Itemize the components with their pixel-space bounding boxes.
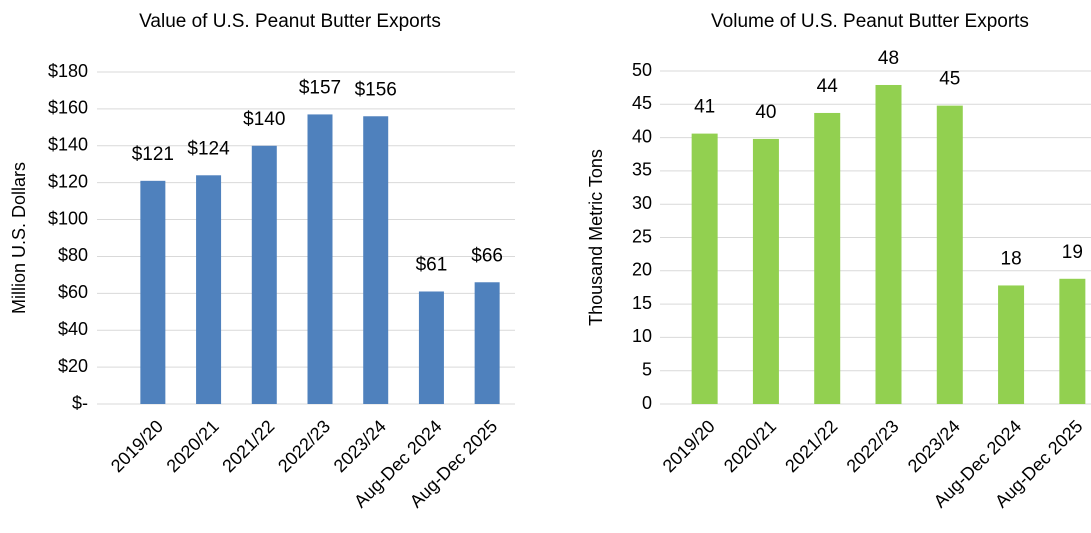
bar bbox=[196, 175, 222, 404]
y-tick-label: 25 bbox=[632, 226, 652, 246]
bar bbox=[691, 133, 718, 404]
y-tick-label: $80 bbox=[58, 245, 88, 265]
data-label: 40 bbox=[755, 102, 776, 123]
bar bbox=[251, 145, 277, 404]
data-label: 18 bbox=[1001, 248, 1022, 269]
y-tick-label: 35 bbox=[632, 160, 652, 180]
y-tick-label: 40 bbox=[632, 126, 652, 146]
y-tick-label: $60 bbox=[58, 282, 88, 302]
x-tick-label: 2020/21 bbox=[163, 416, 223, 476]
data-label: 44 bbox=[817, 76, 839, 97]
y-tick-label: 0 bbox=[642, 393, 652, 413]
data-label: 45 bbox=[939, 69, 960, 90]
x-tick-label: 2022/23 bbox=[274, 416, 334, 476]
y-tick-label: $20 bbox=[58, 356, 88, 376]
y-tick-label: $100 bbox=[48, 208, 88, 228]
bar bbox=[875, 84, 902, 405]
data-label: $124 bbox=[187, 138, 230, 159]
data-label: $66 bbox=[471, 245, 503, 266]
data-label: 19 bbox=[1062, 242, 1083, 263]
data-label: $157 bbox=[299, 77, 341, 98]
y-tick-label: $120 bbox=[48, 171, 88, 191]
x-tick-label: 2019/20 bbox=[107, 416, 167, 476]
bar bbox=[140, 180, 166, 404]
data-label: $61 bbox=[416, 255, 448, 276]
x-tick-label: 2019/20 bbox=[659, 416, 719, 476]
x-tick-label: 2023/24 bbox=[904, 416, 964, 476]
data-label: $140 bbox=[243, 109, 285, 130]
bar bbox=[1059, 278, 1086, 404]
chart-title: Volume of U.S. Peanut Butter Exports bbox=[711, 11, 1029, 32]
y-tick-label: 10 bbox=[632, 326, 652, 346]
y-tick-label: $180 bbox=[48, 61, 88, 81]
y-axis-title: Million U.S. Dollars bbox=[9, 162, 29, 314]
data-label: $121 bbox=[132, 144, 174, 165]
x-tick-label: 2022/23 bbox=[843, 416, 903, 476]
bar bbox=[998, 285, 1025, 404]
y-tick-label: $- bbox=[72, 393, 88, 413]
y-tick-label: 45 bbox=[632, 93, 652, 113]
bar bbox=[814, 112, 841, 404]
chart-title: Value of U.S. Peanut Butter Exports bbox=[139, 11, 441, 32]
y-tick-label: 15 bbox=[632, 293, 652, 313]
y-tick-label: 20 bbox=[632, 260, 652, 280]
y-tick-label: $160 bbox=[48, 98, 88, 118]
x-tick-label: 2021/22 bbox=[218, 416, 278, 476]
y-tick-label: $40 bbox=[58, 319, 88, 339]
x-tick-label: 2021/22 bbox=[781, 416, 841, 476]
y-tick-label: $140 bbox=[48, 135, 88, 155]
data-label: 48 bbox=[878, 48, 899, 69]
y-tick-label: 50 bbox=[632, 60, 652, 80]
bar bbox=[363, 116, 389, 405]
bar bbox=[474, 282, 500, 404]
y-tick-label: 30 bbox=[632, 193, 652, 213]
y-tick-label: 5 bbox=[642, 359, 652, 379]
bar bbox=[936, 105, 963, 404]
bar bbox=[418, 291, 444, 404]
bar bbox=[307, 114, 333, 404]
bar bbox=[752, 138, 779, 404]
y-axis-title: Thousand Metric Tons bbox=[586, 149, 606, 326]
data-label: $156 bbox=[355, 79, 397, 100]
data-label: 41 bbox=[694, 97, 715, 118]
x-tick-label: 2020/21 bbox=[720, 416, 780, 476]
